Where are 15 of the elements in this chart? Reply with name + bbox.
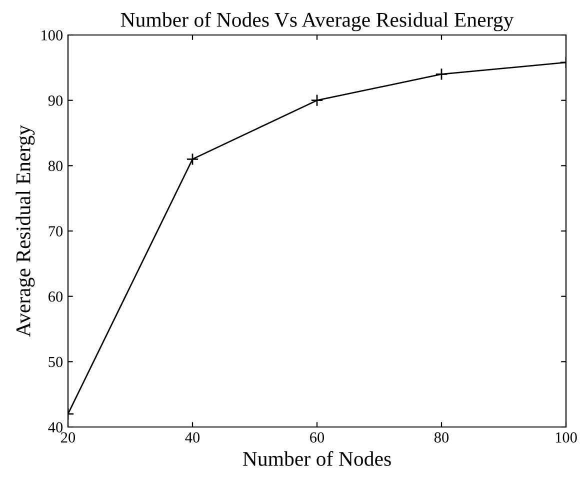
y-axis-title: Average Residual Energy — [16, 125, 35, 337]
y-tick-label: 90 — [48, 95, 63, 106]
y-tick-label: 40 — [48, 422, 63, 432]
x-tick-label: 60 — [310, 432, 324, 443]
y-tick-label: 50 — [48, 356, 63, 368]
y-tick-label: 60 — [48, 291, 63, 302]
y-tick-label: 70 — [48, 226, 63, 236]
x-tick-label: 80 — [434, 432, 449, 443]
chart-title: Number of Nodes Vs Average Residual Energy — [120, 12, 514, 32]
x-axis-title: Number of Nodes — [242, 451, 391, 466]
x-tick-label: 40 — [185, 432, 200, 443]
y-tick-label: 80 — [48, 160, 63, 172]
x-tick-label: 20 — [61, 432, 76, 443]
x-tick-label: 100 — [556, 432, 577, 443]
y-tick-label: 100 — [42, 30, 63, 40]
